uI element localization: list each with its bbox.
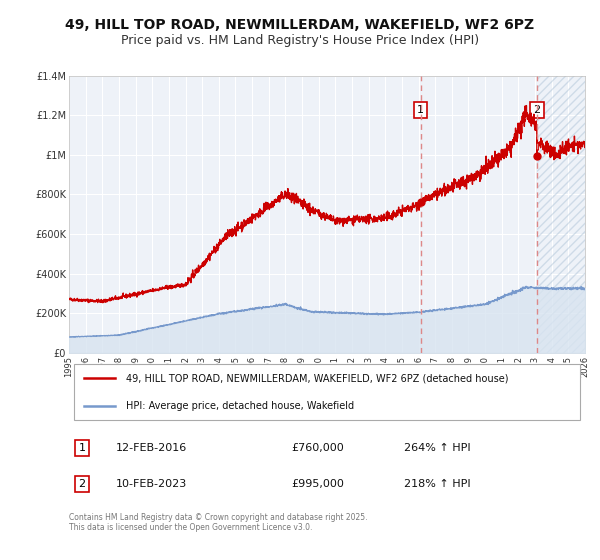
Text: HPI: Average price, detached house, Wakefield: HPI: Average price, detached house, Wake… (126, 402, 354, 411)
Text: 10-FEB-2023: 10-FEB-2023 (115, 479, 187, 489)
Text: £995,000: £995,000 (291, 479, 344, 489)
Text: 12-FEB-2016: 12-FEB-2016 (115, 444, 187, 453)
Text: Contains HM Land Registry data © Crown copyright and database right 2025.
This d: Contains HM Land Registry data © Crown c… (69, 513, 367, 532)
Text: 264% ↑ HPI: 264% ↑ HPI (404, 444, 471, 453)
Text: 1: 1 (79, 444, 85, 453)
Text: 2: 2 (79, 479, 85, 489)
Text: 2: 2 (533, 105, 541, 115)
Text: £760,000: £760,000 (291, 444, 344, 453)
Text: 49, HILL TOP ROAD, NEWMILLERDAM, WAKEFIELD, WF2 6PZ (detached house): 49, HILL TOP ROAD, NEWMILLERDAM, WAKEFIE… (126, 374, 508, 383)
FancyBboxPatch shape (74, 364, 580, 421)
Bar (537, 76, 585, 353)
Text: 49, HILL TOP ROAD, NEWMILLERDAM, WAKEFIELD, WF2 6PZ: 49, HILL TOP ROAD, NEWMILLERDAM, WAKEFIE… (65, 18, 535, 32)
Text: 218% ↑ HPI: 218% ↑ HPI (404, 479, 471, 489)
Text: Price paid vs. HM Land Registry's House Price Index (HPI): Price paid vs. HM Land Registry's House … (121, 34, 479, 46)
Text: 1: 1 (417, 105, 424, 115)
